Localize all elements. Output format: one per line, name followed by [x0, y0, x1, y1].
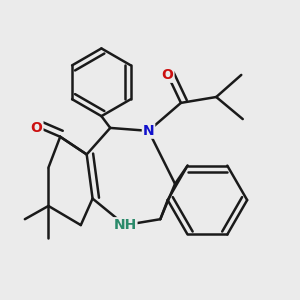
- Text: N: N: [143, 124, 154, 138]
- Text: O: O: [31, 121, 43, 135]
- Text: O: O: [162, 68, 174, 82]
- Text: NH: NH: [113, 218, 136, 232]
